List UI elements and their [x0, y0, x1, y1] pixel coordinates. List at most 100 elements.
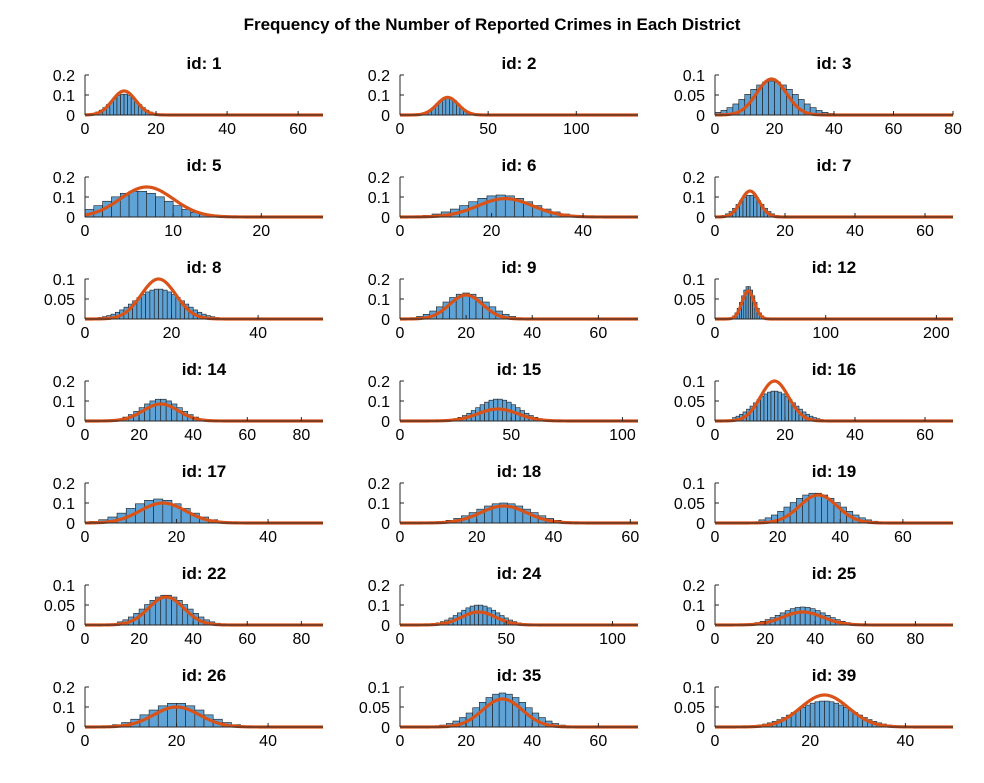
- histogram-bar: [145, 291, 151, 320]
- histogram-bar: [804, 607, 811, 626]
- y-tick-label: 0.1: [53, 190, 75, 207]
- subplot: id: 18 0 20 40 60 0 0.1 0.2: [368, 462, 640, 546]
- x-tick-label: 60: [589, 325, 607, 342]
- y-tick-label: 0.1: [368, 190, 390, 207]
- histogram-bar: [794, 607, 801, 626]
- x-tick-label: 80: [944, 121, 962, 138]
- subplot: id: 1 0 20 40 60 0 0.1 0.2: [53, 54, 324, 138]
- x-tick-label: 20: [163, 325, 181, 342]
- x-tick-label: 20: [457, 733, 475, 750]
- y-tick-label: 0.1: [368, 680, 390, 697]
- y-tick-label: 0: [696, 516, 705, 533]
- histogram-bar: [760, 396, 765, 422]
- x-tick-label: 20: [483, 223, 501, 240]
- histogram-bar: [165, 594, 172, 626]
- x-tick-label: 20: [252, 223, 270, 240]
- histogram-bar: [164, 200, 174, 218]
- histogram-bar: [800, 707, 806, 728]
- histogram-bar: [123, 93, 128, 116]
- y-tick-label: 0: [381, 414, 390, 431]
- subplot-title: id: 25: [812, 564, 856, 583]
- x-tick-label: 0: [396, 529, 405, 546]
- histogram-bar: [781, 393, 786, 422]
- x-tick-label: 20: [147, 121, 165, 138]
- histogram-bar: [753, 196, 758, 218]
- x-tick-label: 20: [457, 325, 475, 342]
- x-tick-label: 0: [81, 223, 90, 240]
- y-tick-label: 0.1: [53, 272, 75, 289]
- y-tick-label: 0.1: [53, 496, 75, 513]
- x-tick-label: 20: [776, 223, 794, 240]
- histogram-bar: [482, 605, 488, 626]
- subplot: id: 12 0 100 200 0 0.05 0.1: [674, 258, 954, 342]
- histogram-bar: [146, 192, 156, 218]
- histogram-bar: [814, 701, 821, 728]
- y-tick-label: 0.2: [53, 68, 75, 85]
- y-tick-label: 0.2: [368, 476, 390, 493]
- fit-curve: [399, 610, 639, 627]
- x-tick-label: 40: [846, 223, 864, 240]
- subplot-title: id: 14: [182, 360, 227, 379]
- x-tick-label: 60: [894, 529, 912, 546]
- y-tick-label: 0.1: [683, 374, 705, 391]
- subplot: id: 6 0 20 40 0 0.1 0.2: [368, 156, 639, 240]
- x-tick-label: 0: [81, 631, 90, 648]
- y-tick-label: 0.1: [683, 190, 705, 207]
- x-tick-label: 0: [81, 529, 90, 546]
- y-tick-label: 0.1: [683, 272, 705, 289]
- y-tick-label: 0.05: [674, 292, 705, 309]
- y-tick-label: 0: [66, 108, 75, 125]
- x-tick-label: 0: [396, 733, 405, 750]
- y-tick-label: 0.1: [368, 496, 390, 513]
- histogram-bar: [784, 610, 791, 626]
- histogram-bar: [445, 96, 450, 116]
- subplot-title: id: 5: [187, 156, 222, 175]
- histogram-bar: [774, 81, 781, 116]
- x-tick-label: 20: [168, 529, 186, 546]
- histogram-bar: [127, 95, 132, 116]
- histogram-bar: [819, 700, 825, 728]
- x-tick-label: 60: [238, 631, 256, 648]
- y-tick-label: 0.1: [683, 598, 705, 615]
- histogram-bar: [140, 294, 146, 320]
- subplot: id: 9 0 20 40 60 0 0.1 0.2: [368, 258, 639, 342]
- subplot-title: id: 7: [817, 156, 852, 175]
- subplot-title: id: 18: [497, 462, 541, 481]
- fit-curve: [84, 595, 324, 627]
- subplot-title: id: 3: [817, 54, 852, 73]
- y-tick-label: 0.1: [368, 292, 390, 309]
- subplot: id: 25 0 20 40 60 80 0 0.1 0.2: [683, 564, 954, 648]
- x-tick-label: 20: [801, 733, 819, 750]
- fit-curve: [84, 402, 324, 423]
- histogram-bar: [116, 95, 121, 116]
- subplot: id: 15 0 50 100 0 0.1 0.2: [368, 360, 639, 444]
- subplot: id: 8 0 20 40 0 0.05 0.1: [44, 258, 324, 342]
- y-tick-label: 0: [696, 108, 705, 125]
- histogram-bar: [155, 196, 165, 218]
- x-tick-label: 40: [574, 223, 592, 240]
- y-tick-label: 0: [66, 720, 75, 737]
- y-tick-label: 0.1: [368, 394, 390, 411]
- subplot: id: 26 0 20 40 0 0.1 0.2: [53, 666, 324, 750]
- histogram-bar: [160, 594, 167, 626]
- histogram-bar: [809, 702, 816, 728]
- x-tick-label: 40: [545, 529, 563, 546]
- subplot: id: 7 0 20 40 60 0 0.1 0.2: [683, 156, 954, 240]
- x-tick-label: 100: [812, 325, 839, 342]
- histogram-bar: [749, 194, 754, 218]
- subplot-title: id: 26: [182, 666, 226, 685]
- histogram-bar: [742, 196, 747, 218]
- y-tick-label: 0.1: [53, 700, 75, 717]
- y-tick-label: 0: [66, 618, 75, 635]
- subplot-title: id: 17: [182, 462, 226, 481]
- y-tick-label: 0.1: [53, 578, 75, 595]
- subplot-title: id: 1: [187, 54, 222, 73]
- subplot-title: id: 8: [187, 258, 222, 277]
- x-tick-label: 40: [523, 733, 541, 750]
- x-tick-label: 60: [589, 733, 607, 750]
- x-tick-label: 0: [711, 121, 720, 138]
- histogram-bar: [162, 289, 168, 320]
- y-tick-label: 0.2: [683, 578, 705, 595]
- x-tick-label: 80: [292, 631, 310, 648]
